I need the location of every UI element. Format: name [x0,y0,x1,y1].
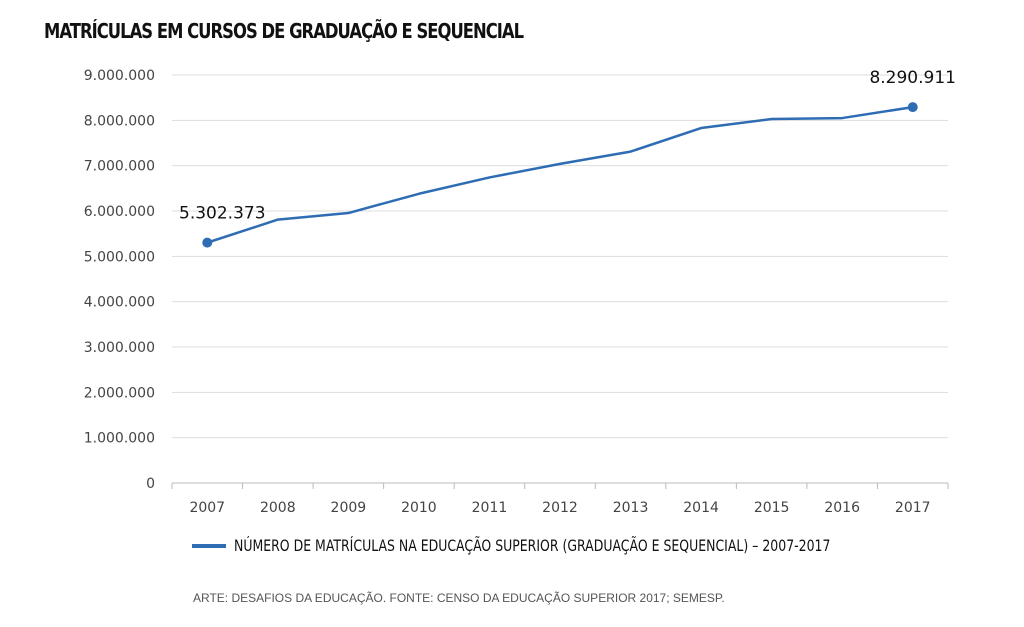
x-tick-label: 2011 [472,500,508,516]
chart-title: MATRÍCULAS EM CURSOS DE GRADUAÇÃO E SEQU… [44,19,524,43]
x-tick-label: 2010 [401,500,437,516]
y-tick-label: 7.000.000 [84,159,155,175]
series-line [206,105,913,244]
y-tick-label: 4.000.000 [84,295,155,311]
x-tick-label: 2007 [189,500,225,516]
x-tick-label: 2008 [260,500,296,516]
y-tick-label: 6.000.000 [84,204,155,220]
x-tick-label: 2014 [683,500,719,516]
legend-label: NÚMERO DE MATRÍCULAS NA EDUCAÇÃO SUPERIO… [234,536,831,555]
y-tick-label: 3.000.000 [84,340,155,356]
y-tick-label: 2.000.000 [84,385,155,401]
legend: NÚMERO DE MATRÍCULAS NA EDUCAÇÃO SUPERIO… [192,536,999,555]
data-label: 8.290.911 [869,68,956,88]
y-tick-label: 9.000.000 [84,68,155,84]
source-footer: ARTE: DESAFIOS DA EDUCAÇÃO. FONTE: CENSO… [193,591,725,605]
x-tick-label: 2009 [331,500,367,516]
x-tick-label: 2012 [542,500,578,516]
data-point [202,237,213,248]
legend-swatch [192,543,226,548]
x-tick-label: 2013 [613,500,649,516]
x-tick-label: 2017 [895,500,931,516]
data-point [907,102,918,113]
y-tick-label: 8.000.000 [84,113,155,129]
data-label: 5.302.373 [179,204,266,224]
y-tick-label: 1.000.000 [84,431,155,447]
x-tick-label: 2015 [754,500,790,516]
y-tick-label: 0 [146,476,155,492]
x-tick-label: 2016 [824,500,860,516]
y-tick-label: 5.000.000 [84,249,155,265]
